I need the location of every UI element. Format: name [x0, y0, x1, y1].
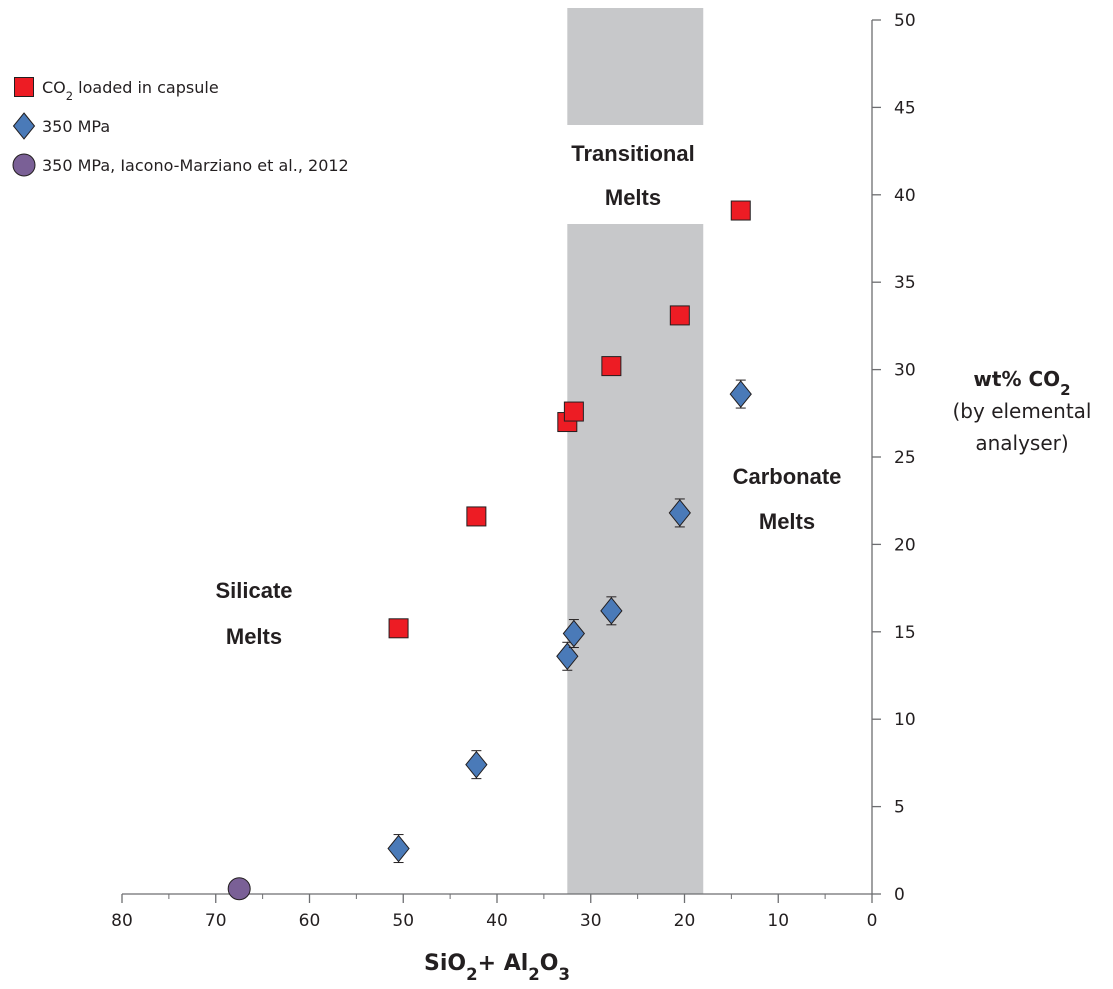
region-label-line1: Carbonate — [733, 464, 842, 489]
data-point — [563, 401, 584, 422]
region-label-line1: Transitional — [571, 141, 694, 166]
data-point — [227, 877, 251, 901]
data-point — [388, 618, 409, 639]
data-point — [668, 499, 691, 527]
y-tick-label: 30 — [894, 361, 916, 381]
transitional-band — [567, 224, 704, 894]
region-label-line2: Melts — [605, 185, 661, 210]
x-tick-label: 20 — [674, 911, 696, 931]
series-diamond — [387, 379, 752, 864]
legend-marker-circle — [12, 153, 36, 177]
legend: CO2 loaded in capsule 350 MPa 350 MPa, Iac… — [12, 77, 349, 177]
axes — [122, 20, 873, 895]
y-tick-label: 15 — [894, 623, 916, 643]
y-tick-label: 50 — [894, 11, 916, 31]
data-point — [556, 642, 579, 671]
region-label-carbonate: Carbonate Melts — [733, 464, 842, 534]
x-tick-label: 30 — [580, 911, 602, 931]
y-axis-label-line3: analyser) — [975, 431, 1068, 455]
region-label-line2: Melts — [759, 509, 815, 534]
series-circle — [227, 877, 251, 901]
x-tick-label: 0 — [867, 911, 878, 931]
legend-label: CO2 loaded in capsule — [42, 78, 219, 103]
x-tick-label: 80 — [111, 911, 133, 931]
legend-item: CO2 loaded in capsule — [14, 77, 219, 103]
legend-marker-diamond — [12, 112, 36, 140]
x-tick-label: 40 — [486, 911, 508, 931]
x-tick-label: 10 — [767, 911, 789, 931]
data-point — [562, 619, 586, 648]
region-label-silicate: Silicate Melts — [215, 578, 292, 649]
transitional-band-top — [567, 8, 704, 125]
region-label-transitional: Transitional Melts — [571, 141, 694, 210]
y-tick-label: 20 — [894, 535, 916, 555]
x-tick-label: 70 — [205, 911, 227, 931]
y-tick-label: 10 — [894, 710, 916, 730]
x-tick-label: 60 — [299, 911, 321, 931]
y-axis-label: wt% CO2(by elemental analyser) — [953, 367, 1092, 455]
legend-item: 350 MPa, Iacono-Marziano et al., 2012 — [12, 153, 349, 177]
data-point — [466, 506, 487, 527]
region-label-line2: Melts — [226, 624, 282, 649]
legend-item: 350 MPa — [12, 112, 110, 140]
data-point — [465, 750, 488, 779]
x-ticks: 80 70 60 50 40 30 20 10 0 — [111, 894, 877, 931]
y-tick-label: 5 — [894, 798, 905, 818]
data-point — [729, 380, 752, 408]
y-tick-label: 35 — [894, 273, 916, 293]
y-ticks: 0 5 10 15 20 25 30 35 40 45 50 — [872, 11, 916, 905]
y-tick-label: 45 — [894, 98, 916, 118]
y-tick-label: 40 — [894, 186, 916, 206]
y-tick-label: 25 — [894, 448, 916, 468]
x-axis-label: SiO2+ Al2O3 — [424, 951, 570, 984]
region-label-line1: Silicate — [215, 578, 292, 603]
y-axis-label-line1: wt% CO2 — [973, 367, 1070, 399]
legend-marker-square — [14, 77, 34, 97]
legend-label: 350 MPa, Iacono-Marziano et al., 2012 — [42, 156, 349, 175]
y-axis-label-line2: (by elemental — [953, 399, 1092, 423]
data-point — [600, 597, 623, 625]
x-tick-label: 50 — [392, 911, 414, 931]
data-point — [387, 834, 410, 863]
data-point — [730, 200, 751, 221]
data-point — [669, 305, 690, 326]
data-point — [601, 356, 622, 377]
series-square — [388, 200, 751, 639]
legend-label: 350 MPa — [42, 117, 110, 136]
y-tick-label: 0 — [894, 885, 905, 905]
